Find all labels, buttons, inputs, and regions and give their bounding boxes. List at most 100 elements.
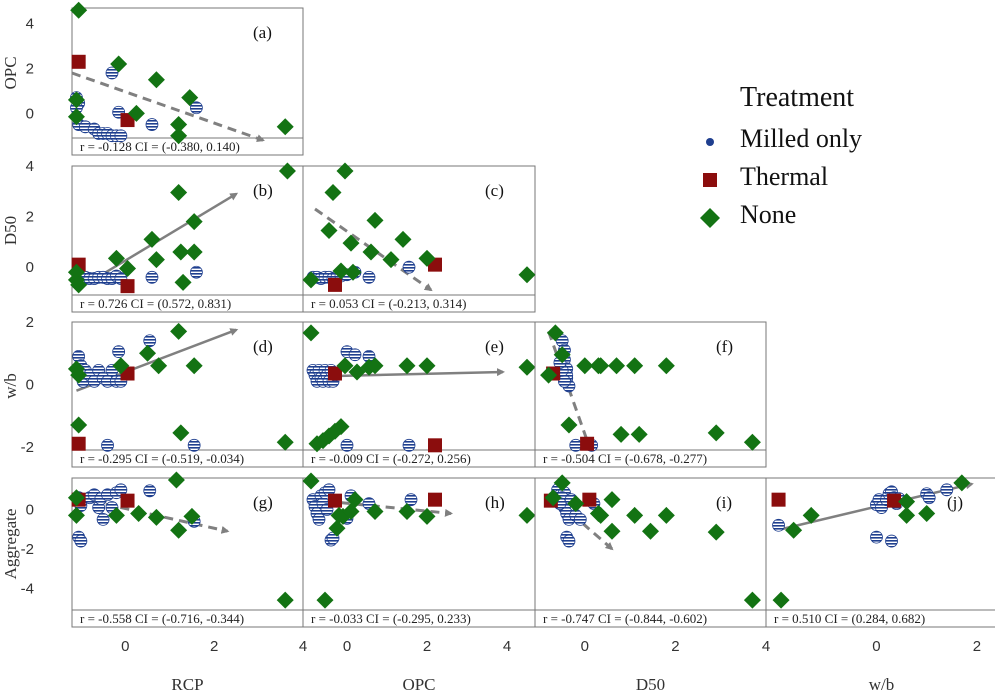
- point-none: [143, 230, 161, 248]
- point-milled: [189, 101, 203, 115]
- point-none: [608, 357, 626, 375]
- y-axis-label: D50: [1, 216, 20, 245]
- stats-text: r = -0.747 CI = (-0.844, -0.602): [543, 611, 707, 626]
- point-none: [302, 271, 320, 289]
- point-thermal: [428, 438, 442, 453]
- point-none: [70, 416, 88, 434]
- x-axis-label: D50: [636, 675, 665, 694]
- point-milled: [145, 118, 159, 131]
- point-milled: [101, 438, 114, 452]
- panel-label: (b): [253, 181, 273, 200]
- point-none: [127, 104, 145, 122]
- point-none: [953, 474, 971, 492]
- y-tick-label: 2: [26, 209, 34, 226]
- point-milled: [404, 493, 418, 507]
- point-none: [276, 118, 294, 136]
- panel-e: (e) r = -0.009 CI = (-0.272, 0.256): [302, 321, 536, 468]
- point-none: [332, 418, 350, 436]
- point-none: [567, 495, 585, 513]
- point-none: [918, 504, 936, 522]
- x-tick-label: 2: [973, 638, 981, 655]
- point-none: [170, 184, 188, 202]
- point-milled: [940, 483, 954, 497]
- panel-label: (d): [253, 337, 273, 356]
- y-tick-label: 0: [26, 105, 34, 122]
- legend-diamond-marker: [700, 208, 720, 228]
- y-tick-label: 4: [26, 158, 34, 175]
- y-tick-label: 0: [26, 376, 34, 393]
- point-none: [394, 230, 412, 248]
- legend-label-milled-only: Milled only: [740, 124, 863, 153]
- point-none: [518, 506, 536, 524]
- point-none: [626, 357, 644, 375]
- point-none: [67, 108, 85, 126]
- point-thermal: [328, 493, 342, 508]
- trend-line: [71, 71, 265, 143]
- stats-text: r = -0.558 CI = (-0.716, -0.344): [80, 611, 244, 626]
- point-thermal: [71, 54, 86, 69]
- point-thermal: [328, 366, 342, 381]
- point-thermal: [120, 493, 135, 508]
- point-none: [553, 474, 571, 492]
- point-none: [276, 591, 294, 609]
- point-none: [185, 213, 203, 231]
- point-none: [592, 357, 610, 375]
- point-none: [70, 1, 88, 19]
- point-none: [366, 502, 384, 520]
- panel-g: (g) r = -0.558 CI = (-0.716, -0.344) 0 -2 -4…: [1, 471, 307, 694]
- point-none: [170, 322, 188, 340]
- point-none: [139, 344, 157, 362]
- legend-item-thermal: Thermal: [700, 162, 950, 196]
- panel-label: (j): [947, 493, 963, 512]
- point-milled: [573, 512, 587, 526]
- point-none: [418, 357, 436, 375]
- point-none: [743, 591, 761, 609]
- point-none: [772, 591, 790, 609]
- panel-label: (c): [485, 181, 504, 200]
- panel-frame: [71, 7, 304, 156]
- point-none: [560, 416, 578, 434]
- point-milled: [772, 518, 785, 532]
- point-none: [170, 116, 188, 134]
- x-tick-label: 4: [299, 638, 307, 655]
- point-none: [553, 346, 571, 364]
- point-none: [324, 184, 342, 202]
- point-thermal: [71, 436, 86, 451]
- point-milled: [189, 265, 203, 279]
- point-none: [172, 243, 190, 261]
- point-none: [147, 251, 165, 269]
- point-none: [362, 243, 380, 261]
- y-tick-label: 2: [26, 61, 34, 78]
- y-tick-label: -2: [21, 541, 34, 558]
- point-thermal: [771, 492, 786, 507]
- y-tick-label: 4: [26, 16, 34, 33]
- panel-frame: [534, 321, 767, 468]
- point-milled: [105, 66, 119, 80]
- point-thermal: [328, 277, 342, 292]
- point-milled: [187, 438, 201, 452]
- y-axis-label: w/b: [1, 373, 20, 399]
- y-tick-label: 2: [26, 314, 34, 331]
- x-tick-label: 0: [581, 638, 589, 655]
- point-milled: [112, 345, 126, 359]
- point-none: [546, 324, 564, 342]
- point-none: [707, 424, 725, 442]
- panel-label: (g): [253, 493, 273, 512]
- point-none: [518, 266, 536, 284]
- y-axis-label: OPC: [1, 56, 20, 89]
- point-milled: [558, 374, 571, 388]
- point-thermal: [582, 492, 597, 507]
- trend-line: [310, 368, 505, 378]
- point-none: [170, 127, 188, 145]
- point-milled: [348, 348, 362, 362]
- panel-label: (i): [716, 493, 732, 512]
- point-none: [302, 324, 320, 342]
- point-none: [110, 55, 128, 73]
- y-tick-label: 0: [26, 502, 34, 519]
- panel-label: (h): [485, 493, 505, 512]
- panel-frame: [302, 165, 536, 313]
- point-none: [603, 522, 621, 540]
- point-milled: [143, 334, 157, 348]
- legend-item-milled-only: Milled only: [700, 124, 950, 158]
- point-none: [147, 71, 165, 89]
